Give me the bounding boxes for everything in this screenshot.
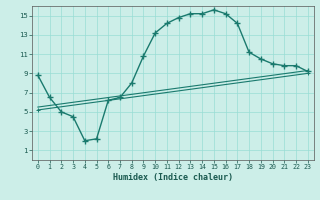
X-axis label: Humidex (Indice chaleur): Humidex (Indice chaleur) [113,173,233,182]
